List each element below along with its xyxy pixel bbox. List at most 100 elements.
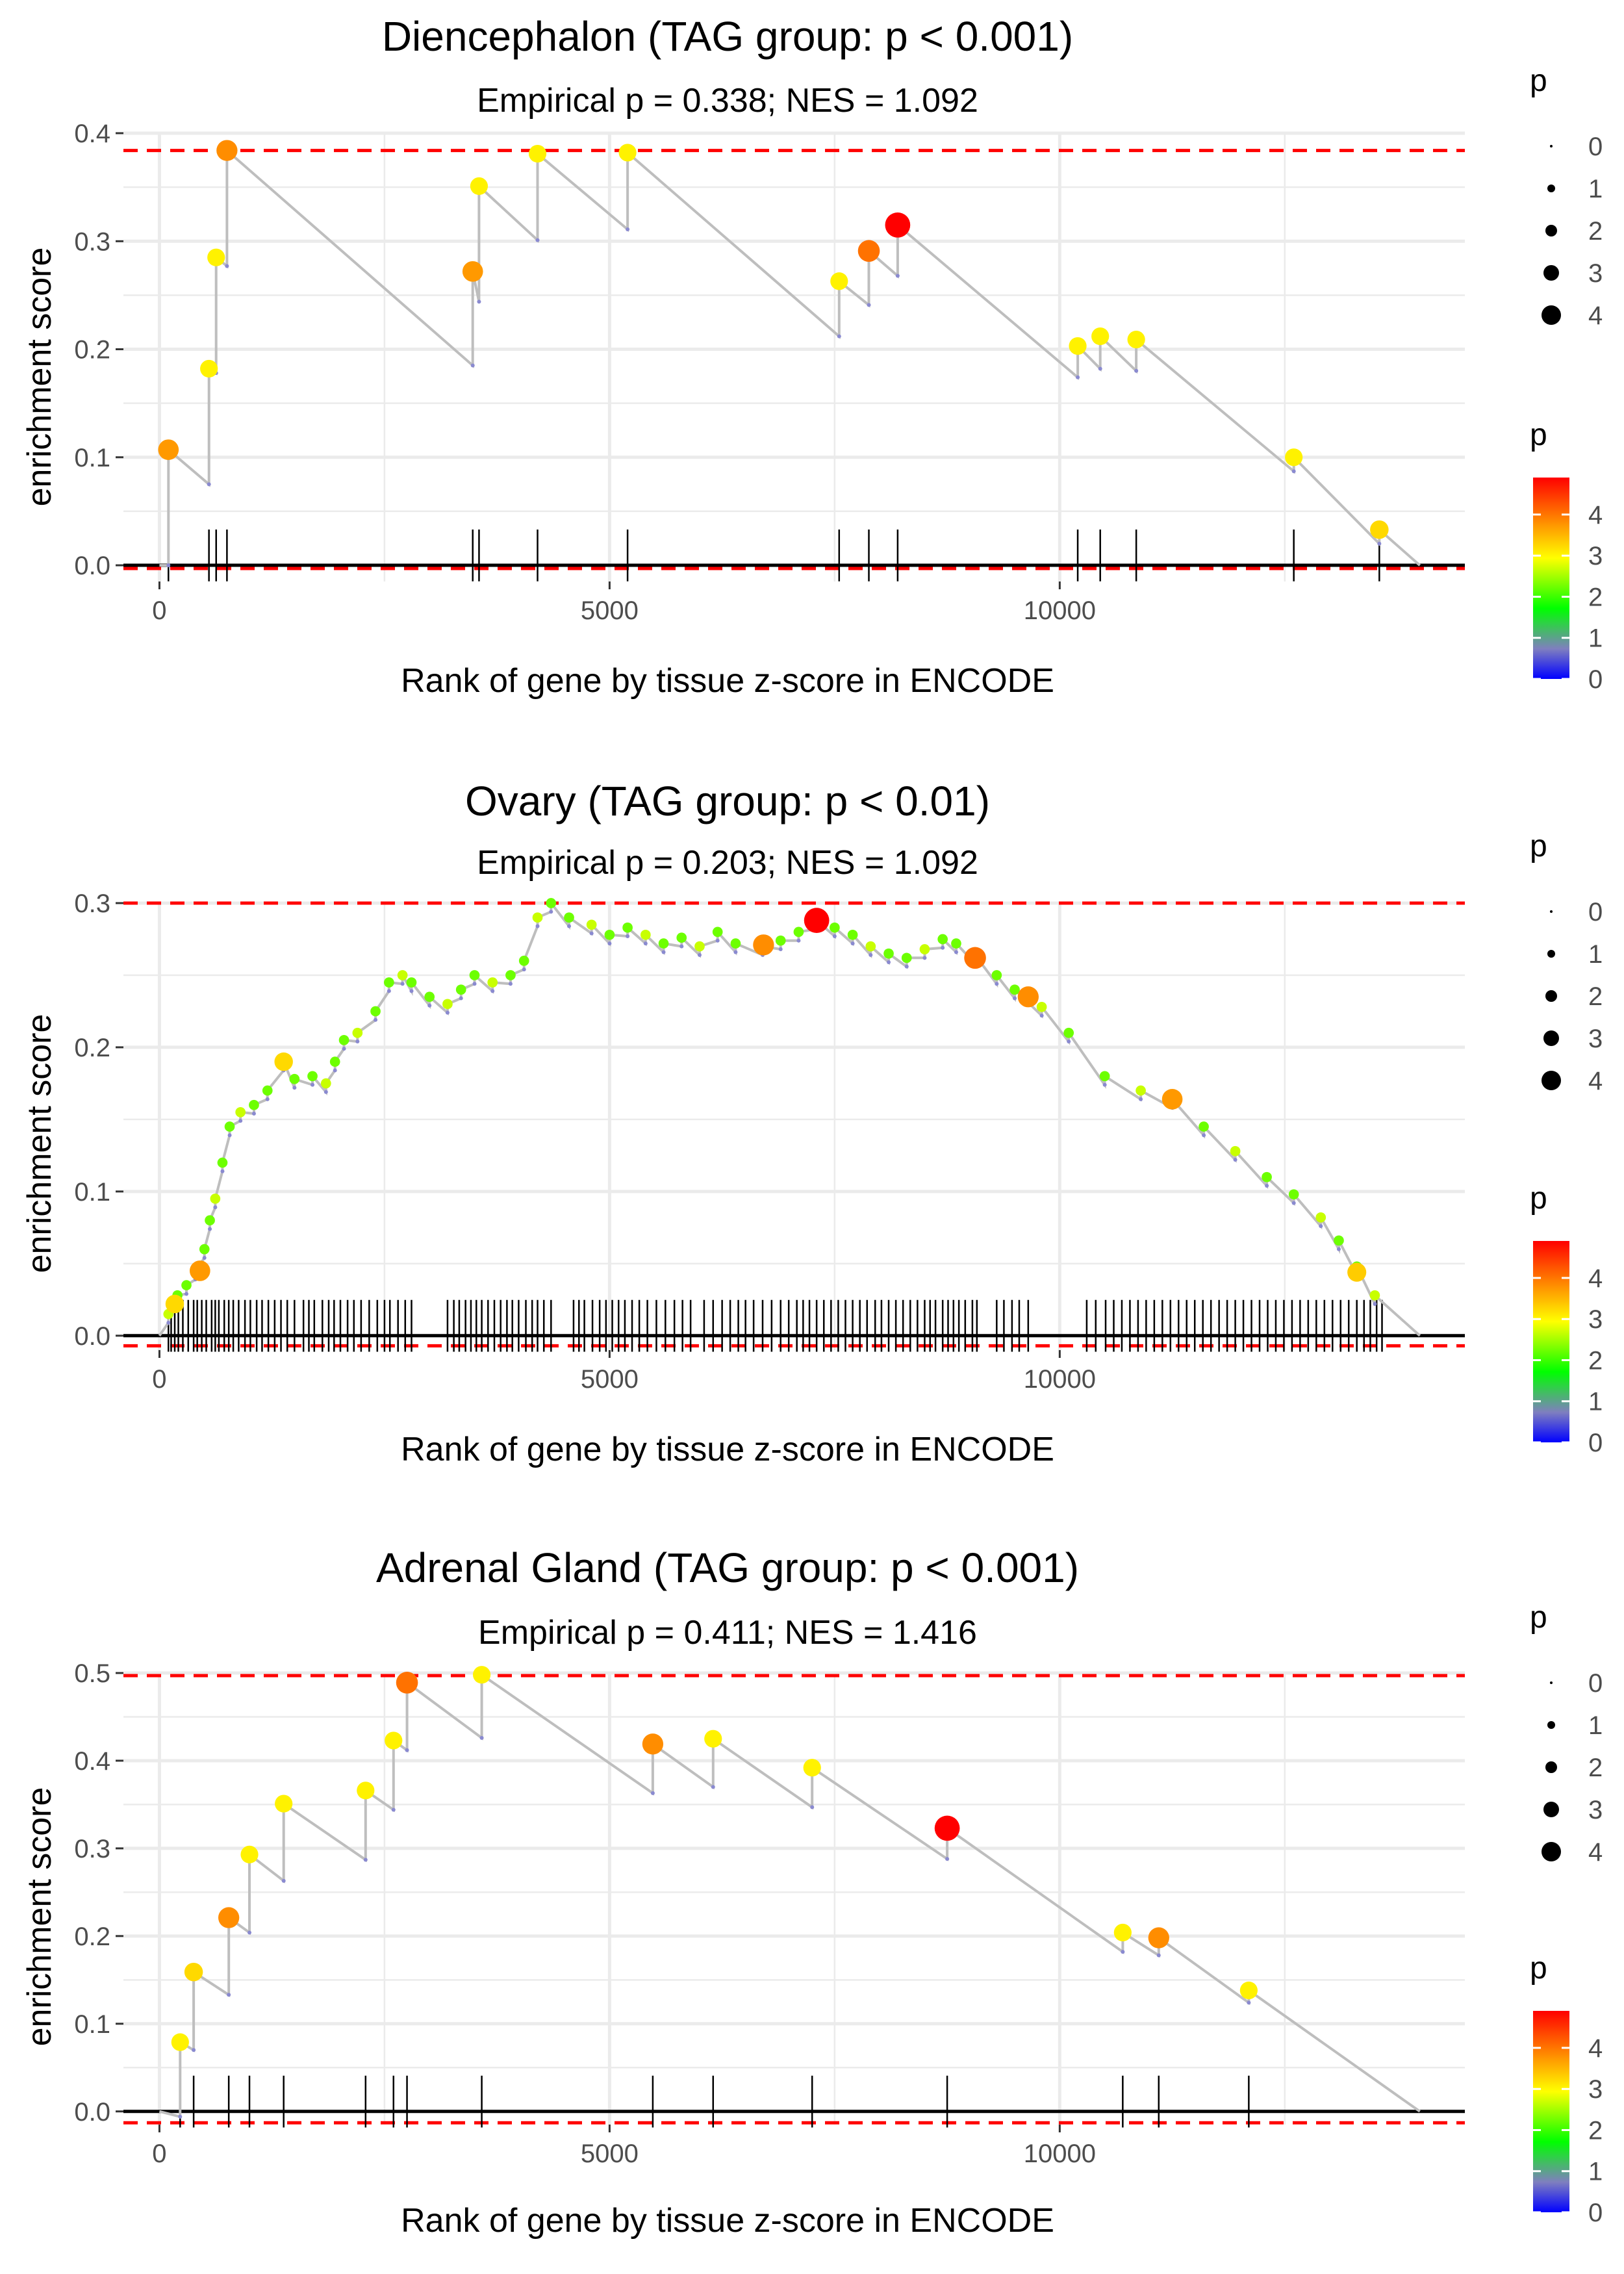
data-point-highlight [1161,1088,1183,1110]
y-axis-label: enrichment score [21,1787,58,2047]
data-point [857,240,880,262]
low-marker [697,952,702,957]
size-legend-dot [1550,145,1553,147]
low-marker [837,334,841,339]
color-legend-label: 0 [1588,665,1603,694]
color-legend-label: 4 [1588,2034,1603,2063]
size-legend-dot [1545,1761,1557,1773]
data-point [200,359,218,378]
low-marker [311,1082,315,1087]
y-tick-label: 0.0 [74,2098,110,2127]
data-point [934,1815,960,1841]
chart-title: Adrenal Gland (TAG group: p < 0.001) [376,1544,1079,1591]
low-marker [445,1010,450,1015]
data-point [1230,1145,1241,1156]
low-marker [995,982,999,986]
low-marker [650,1791,655,1795]
data-point [885,212,911,238]
low-marker [238,1119,243,1123]
size-legend-label: 1 [1588,175,1603,203]
size-legend-label: 3 [1588,1025,1603,1053]
color-legend: p 4 3 2 1 0 [1530,418,1603,694]
size-legend-label: 0 [1588,1669,1603,1698]
low-marker [954,950,958,954]
data-point [883,948,894,959]
low-marker [208,1227,212,1231]
low-marker [363,1858,368,1862]
data-point [694,941,705,952]
y-tick-label: 0.3 [74,889,110,918]
low-marker [895,274,900,278]
color-legend-label: 3 [1588,542,1603,570]
data-point-highlight [1017,986,1039,1008]
low-marker [324,1090,328,1094]
data-point [1334,1235,1344,1246]
y-axis-label: enrichment score [21,1014,58,1273]
color-bar [1533,2011,1569,2212]
low-marker [1102,1082,1107,1087]
color-legend: p 4 3 2 1 0 [1530,1181,1603,1457]
low-marker [355,1040,360,1044]
low-marker [887,960,891,964]
size-legend-label: 2 [1588,217,1603,246]
data-point-highlight [964,947,986,969]
data-point [158,439,179,460]
plot-area: 0.0 0.1 0.2 0.3 0.4 0 5000 10000 [74,120,1465,625]
data-point [469,970,480,980]
data-point [218,1907,240,1928]
data-point [1370,520,1389,539]
data-point-highlight [1347,1262,1367,1282]
low-marker [1013,996,1017,1001]
x-tick-label: 0 [152,596,166,625]
low-marker [192,2048,196,2052]
data-point [357,1782,375,1800]
color-legend-title: p [1530,1951,1547,1986]
data-point [1285,448,1303,466]
low-marker [166,563,171,568]
data-point [803,1759,821,1777]
low-marker [166,1320,171,1325]
y-tick-label: 0.4 [74,1747,110,1776]
size-legend-label: 4 [1588,301,1603,330]
x-axis-label: Rank of gene by tissue z-score in ENCODE [401,2202,1054,2240]
data-point [205,1215,215,1226]
x-tick-label: 10000 [1024,1365,1096,1394]
y-tick-label: 0.2 [74,1923,110,1951]
low-marker [333,1068,337,1073]
chart-subtitle: Empirical p = 0.338; NES = 1.092 [477,82,978,120]
size-legend-dot [1547,185,1555,192]
data-point [217,1157,228,1168]
low-marker [1373,1301,1377,1306]
size-legend: p 0 1 2 3 4 [1530,829,1603,1095]
data-point [1136,1085,1146,1096]
size-legend-dot [1545,990,1557,1002]
data-point [199,1244,210,1255]
data-point [712,926,723,938]
size-legend: p 0 1 2 3 4 [1530,64,1603,330]
y-tick-label: 0.5 [74,1659,110,1688]
y-tick-label: 0.0 [74,552,110,580]
data-point [676,932,687,943]
plot-area: 0.0 0.1 0.2 0.3 0.4 0.5 0 5000 10000 [74,1659,1465,2168]
size-legend-dot [1550,1681,1553,1684]
data-point [847,929,858,940]
data-point [528,144,547,163]
data-point [1127,330,1145,349]
data-point-highlight [189,1260,210,1281]
color-legend-label: 1 [1588,624,1603,653]
data-point [505,970,516,980]
x-tick-label: 0 [152,2140,166,2168]
data-point [424,991,435,1003]
low-marker [459,996,463,1001]
data-point [442,999,453,1010]
data-point [532,912,543,923]
low-marker [1076,375,1080,379]
panel-ovary: Ovary (TAG group: p < 0.01) Empirical p … [21,778,1603,1468]
y-axis-label: enrichment score [21,248,58,507]
data-point [642,1733,664,1755]
y-tick-label: 0.1 [74,1178,110,1207]
low-marker [661,950,666,954]
low-marker [535,238,540,242]
size-legend-dot [1550,910,1553,913]
data-point [470,177,488,196]
